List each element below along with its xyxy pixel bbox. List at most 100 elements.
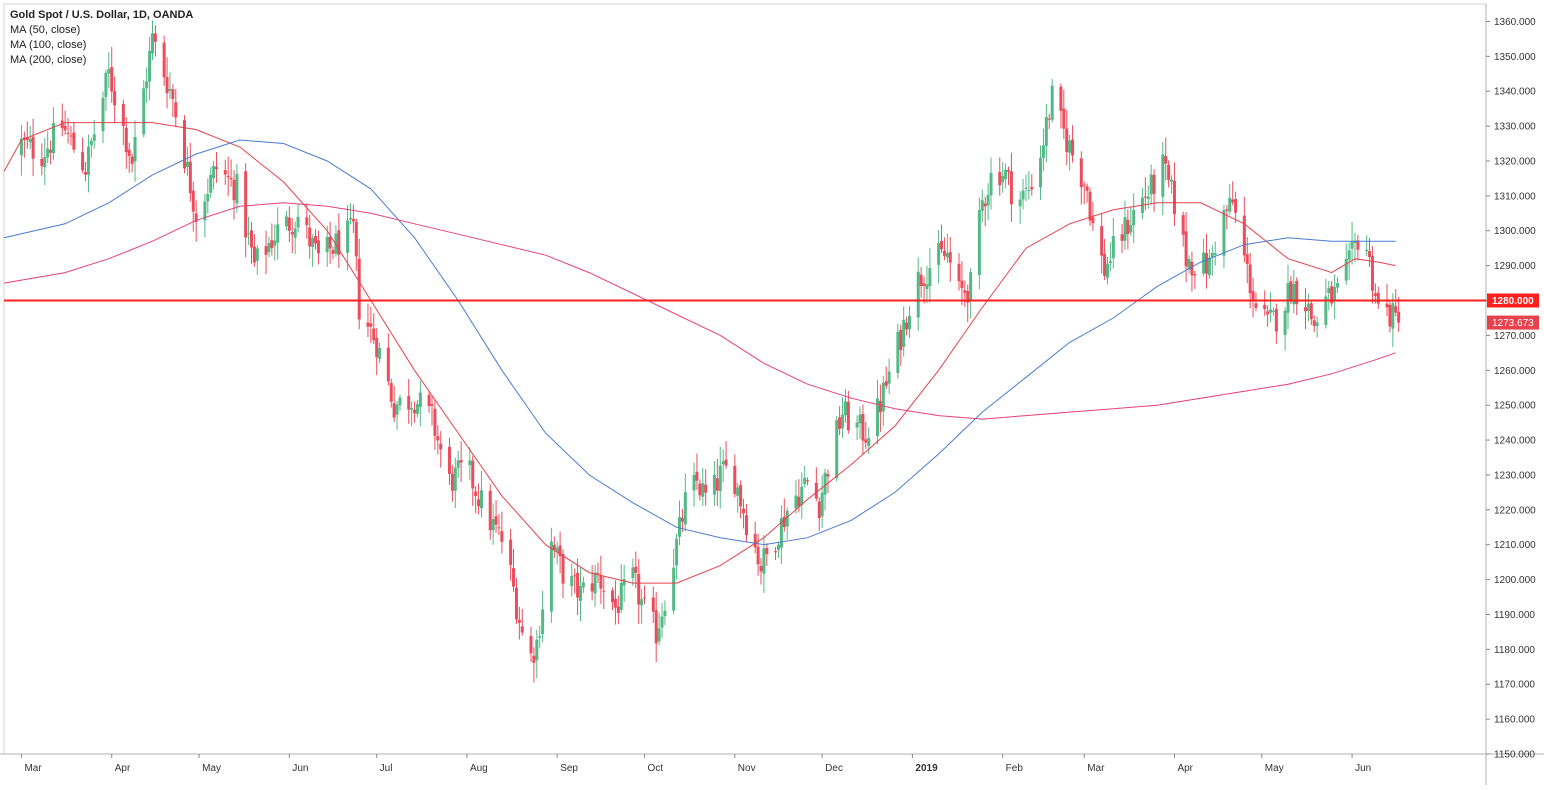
candle-body [491,519,495,531]
candle-body [520,626,524,633]
chart-legend: Gold Spot / U.S. Dollar, 1D, OANDA MA (5… [10,8,193,68]
level-label-bg [1487,293,1539,308]
candle-body [875,398,879,437]
candle-body [474,491,478,496]
candle-body [613,598,617,608]
candle-body [969,272,973,302]
candle-body [512,568,516,587]
candle-body [223,170,227,175]
candle-body [718,465,722,492]
candle-body [1370,256,1374,291]
candle-body [683,492,687,525]
candle-body [532,655,536,663]
x-tick-label: Feb [1006,763,1024,774]
candle-body [983,203,987,207]
candle-body [712,474,716,495]
candle-body [1376,292,1380,304]
candle-body [940,241,944,250]
candle-body [1059,86,1063,111]
candle-body [369,323,373,327]
candle-body [765,547,769,555]
candle-body [314,235,318,244]
y-tick-label: 1180.000 [1494,645,1535,656]
candle-body [1006,169,1010,172]
candle-body [1181,215,1185,235]
candle-body [1309,303,1313,320]
candle-body [619,582,623,610]
plot-area [3,3,1487,755]
candle-body [104,72,108,97]
candle-body [715,478,719,491]
candle-body [957,263,961,282]
candle-body [188,161,192,194]
y-tick-label: 1200.000 [1494,575,1536,586]
candle-body [150,33,154,54]
candle-body [855,422,859,428]
candle-body [209,174,213,193]
y-tick-label: 1170.000 [1494,680,1535,691]
x-tick-label: Dec [825,763,843,774]
candle-body [581,582,585,588]
candle-body [148,50,152,82]
candle-body [185,161,189,167]
candle-body [468,460,472,466]
legend-ma200: MA (200, close) [10,54,87,66]
candle-body [858,414,862,424]
candle-body [1306,303,1310,312]
candle-body [63,125,67,131]
candle-body [514,587,518,620]
candle-body [1047,118,1051,120]
candle-body [1388,304,1392,327]
candle-body [372,328,376,341]
candle-body [1292,283,1296,305]
candle-body [1385,303,1389,308]
y-tick-label: 1340.000 [1494,87,1536,98]
candle-body [433,408,437,436]
x-tick-label: May [1265,763,1284,774]
candle-body [884,381,888,386]
candle-body [1234,199,1238,213]
candle-body [477,499,481,507]
candle-body [905,322,909,330]
candle-body [916,271,920,318]
candle-body [814,482,818,499]
candle-body [966,291,970,303]
candle-body [325,236,329,253]
candle-body [1170,179,1174,182]
candle-body [69,135,73,137]
x-tick-label: Nov [738,763,756,774]
candle-body [127,149,131,157]
candle-body [31,136,35,159]
candle-body [1266,311,1270,315]
candle-body [66,133,70,135]
candle-body [942,250,946,256]
candle-body [174,102,178,118]
candle-body [398,397,402,406]
candle-body [733,465,737,495]
candle-body [1120,234,1124,241]
candle-body [1251,291,1255,302]
candle-body [963,290,967,293]
candle-body [378,348,382,359]
x-tick-label: Jun [292,763,308,774]
candle-body [1207,257,1211,276]
candle-body [640,599,644,606]
candle-body [1350,241,1354,249]
candle-body [488,490,492,531]
candle-body [1327,288,1331,294]
candle-body [51,123,55,153]
candle-body [28,138,32,143]
candle-body [1065,128,1069,153]
x-tick-label: Mar [1087,763,1105,774]
candle-body [838,417,842,429]
candle-body [529,635,533,654]
candle-body [896,331,900,374]
candle-body [843,401,847,416]
candle-body [427,394,431,407]
candle-body [316,240,320,254]
candle-body [439,443,443,450]
candle-body [130,156,134,164]
candle-body [698,483,702,496]
candle-body [1336,283,1340,288]
